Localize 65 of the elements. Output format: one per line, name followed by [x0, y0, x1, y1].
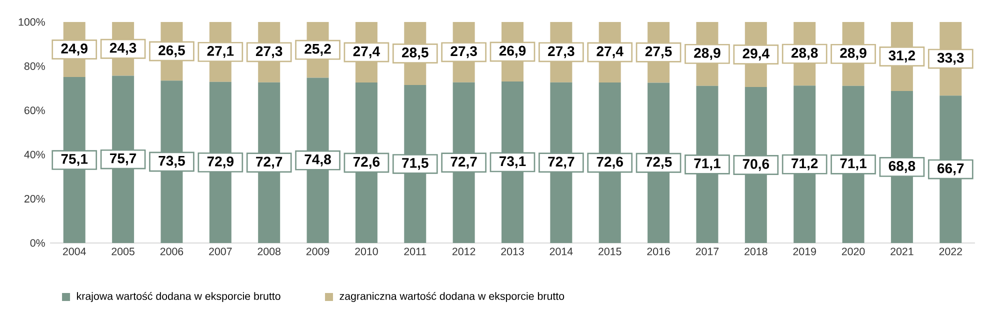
data-label: 71,1	[694, 158, 720, 170]
data-label: 71,2	[792, 158, 818, 170]
data-label: 28,8	[791, 48, 818, 60]
data-label: 26,9	[499, 46, 526, 58]
data-label: 28,5	[402, 48, 428, 60]
data-label: 68,8	[888, 161, 916, 173]
y-tick-label: 100%	[18, 18, 45, 26]
data-label: 70,6	[742, 159, 770, 171]
data-label: 33,3	[937, 52, 964, 65]
x-tick-label: 2021	[890, 248, 914, 256]
x-tick-label: 2015	[598, 248, 622, 256]
x-tick-label: 2014	[550, 248, 573, 256]
x-tick-label: 2008	[258, 248, 280, 256]
data-label: 72,6	[596, 156, 623, 169]
data-label: 24,9	[61, 44, 88, 56]
x-tick-label: 2017	[696, 248, 719, 256]
data-label: 31,2	[888, 50, 916, 62]
x-tick-label: 2020	[842, 248, 865, 256]
y-tick-label: 80%	[24, 62, 45, 70]
x-tick-label: 2022	[939, 248, 962, 256]
x-tick-label: 2005	[112, 248, 134, 256]
data-label: 27,4	[596, 46, 624, 58]
data-label: 75,7	[110, 153, 136, 166]
x-tick-label: 2011	[404, 248, 426, 256]
x-tick-label: 2018	[744, 248, 768, 256]
data-label: 73,5	[158, 156, 185, 168]
data-label: 27,5	[645, 46, 672, 58]
y-tick-label: 40%	[24, 150, 45, 158]
data-label: 29,4	[742, 48, 770, 60]
x-tick-label: 2010	[355, 248, 378, 256]
x-tick-label: 2016	[647, 248, 670, 256]
data-label: 72,7	[450, 156, 477, 169]
data-label: 72,7	[548, 156, 574, 169]
x-tick-label: 2019	[793, 248, 816, 256]
data-label: 72,7	[256, 156, 282, 169]
x-tick-label: 2009	[306, 248, 330, 256]
data-label: 26,5	[158, 45, 185, 58]
data-label: 25,2	[304, 44, 331, 56]
x-tick-label: 2012	[452, 248, 476, 256]
x-tick-label: 2006	[160, 248, 184, 256]
y-tick-label: 0%	[30, 239, 45, 247]
data-label: 24,3	[110, 42, 136, 55]
data-label: 27,1	[207, 46, 234, 58]
data-label: 75,1	[61, 154, 88, 166]
y-tick-label: 60%	[24, 106, 45, 114]
data-label: 28,9	[840, 48, 866, 60]
x-tick-label: 2013	[501, 248, 524, 256]
data-label: 28,9	[694, 48, 720, 60]
x-tick-label: 2004	[63, 248, 86, 256]
data-label: 72,6	[353, 156, 380, 169]
y-tick-label: 20%	[24, 195, 45, 203]
data-label: 74,8	[304, 154, 331, 166]
data-label: 27,3	[450, 46, 477, 58]
data-label: 27,3	[548, 46, 574, 58]
data-label: 71,1	[840, 158, 866, 170]
data-label: 27,3	[256, 46, 282, 58]
x-tick-label: 2007	[209, 248, 232, 256]
data-label: 27,4	[353, 46, 380, 58]
data-label: 71,5	[402, 158, 428, 170]
data-label: 72,9	[207, 156, 234, 168]
legend-label: zagraniczna wartość dodana w eksporcie brutto	[340, 292, 564, 302]
data-label: 73,1	[499, 156, 526, 168]
legend-label: krajowa wartość dodana w eksporcie brutto	[77, 292, 280, 302]
data-label: 66,7	[938, 163, 964, 176]
data-label: 72,5	[646, 156, 672, 169]
